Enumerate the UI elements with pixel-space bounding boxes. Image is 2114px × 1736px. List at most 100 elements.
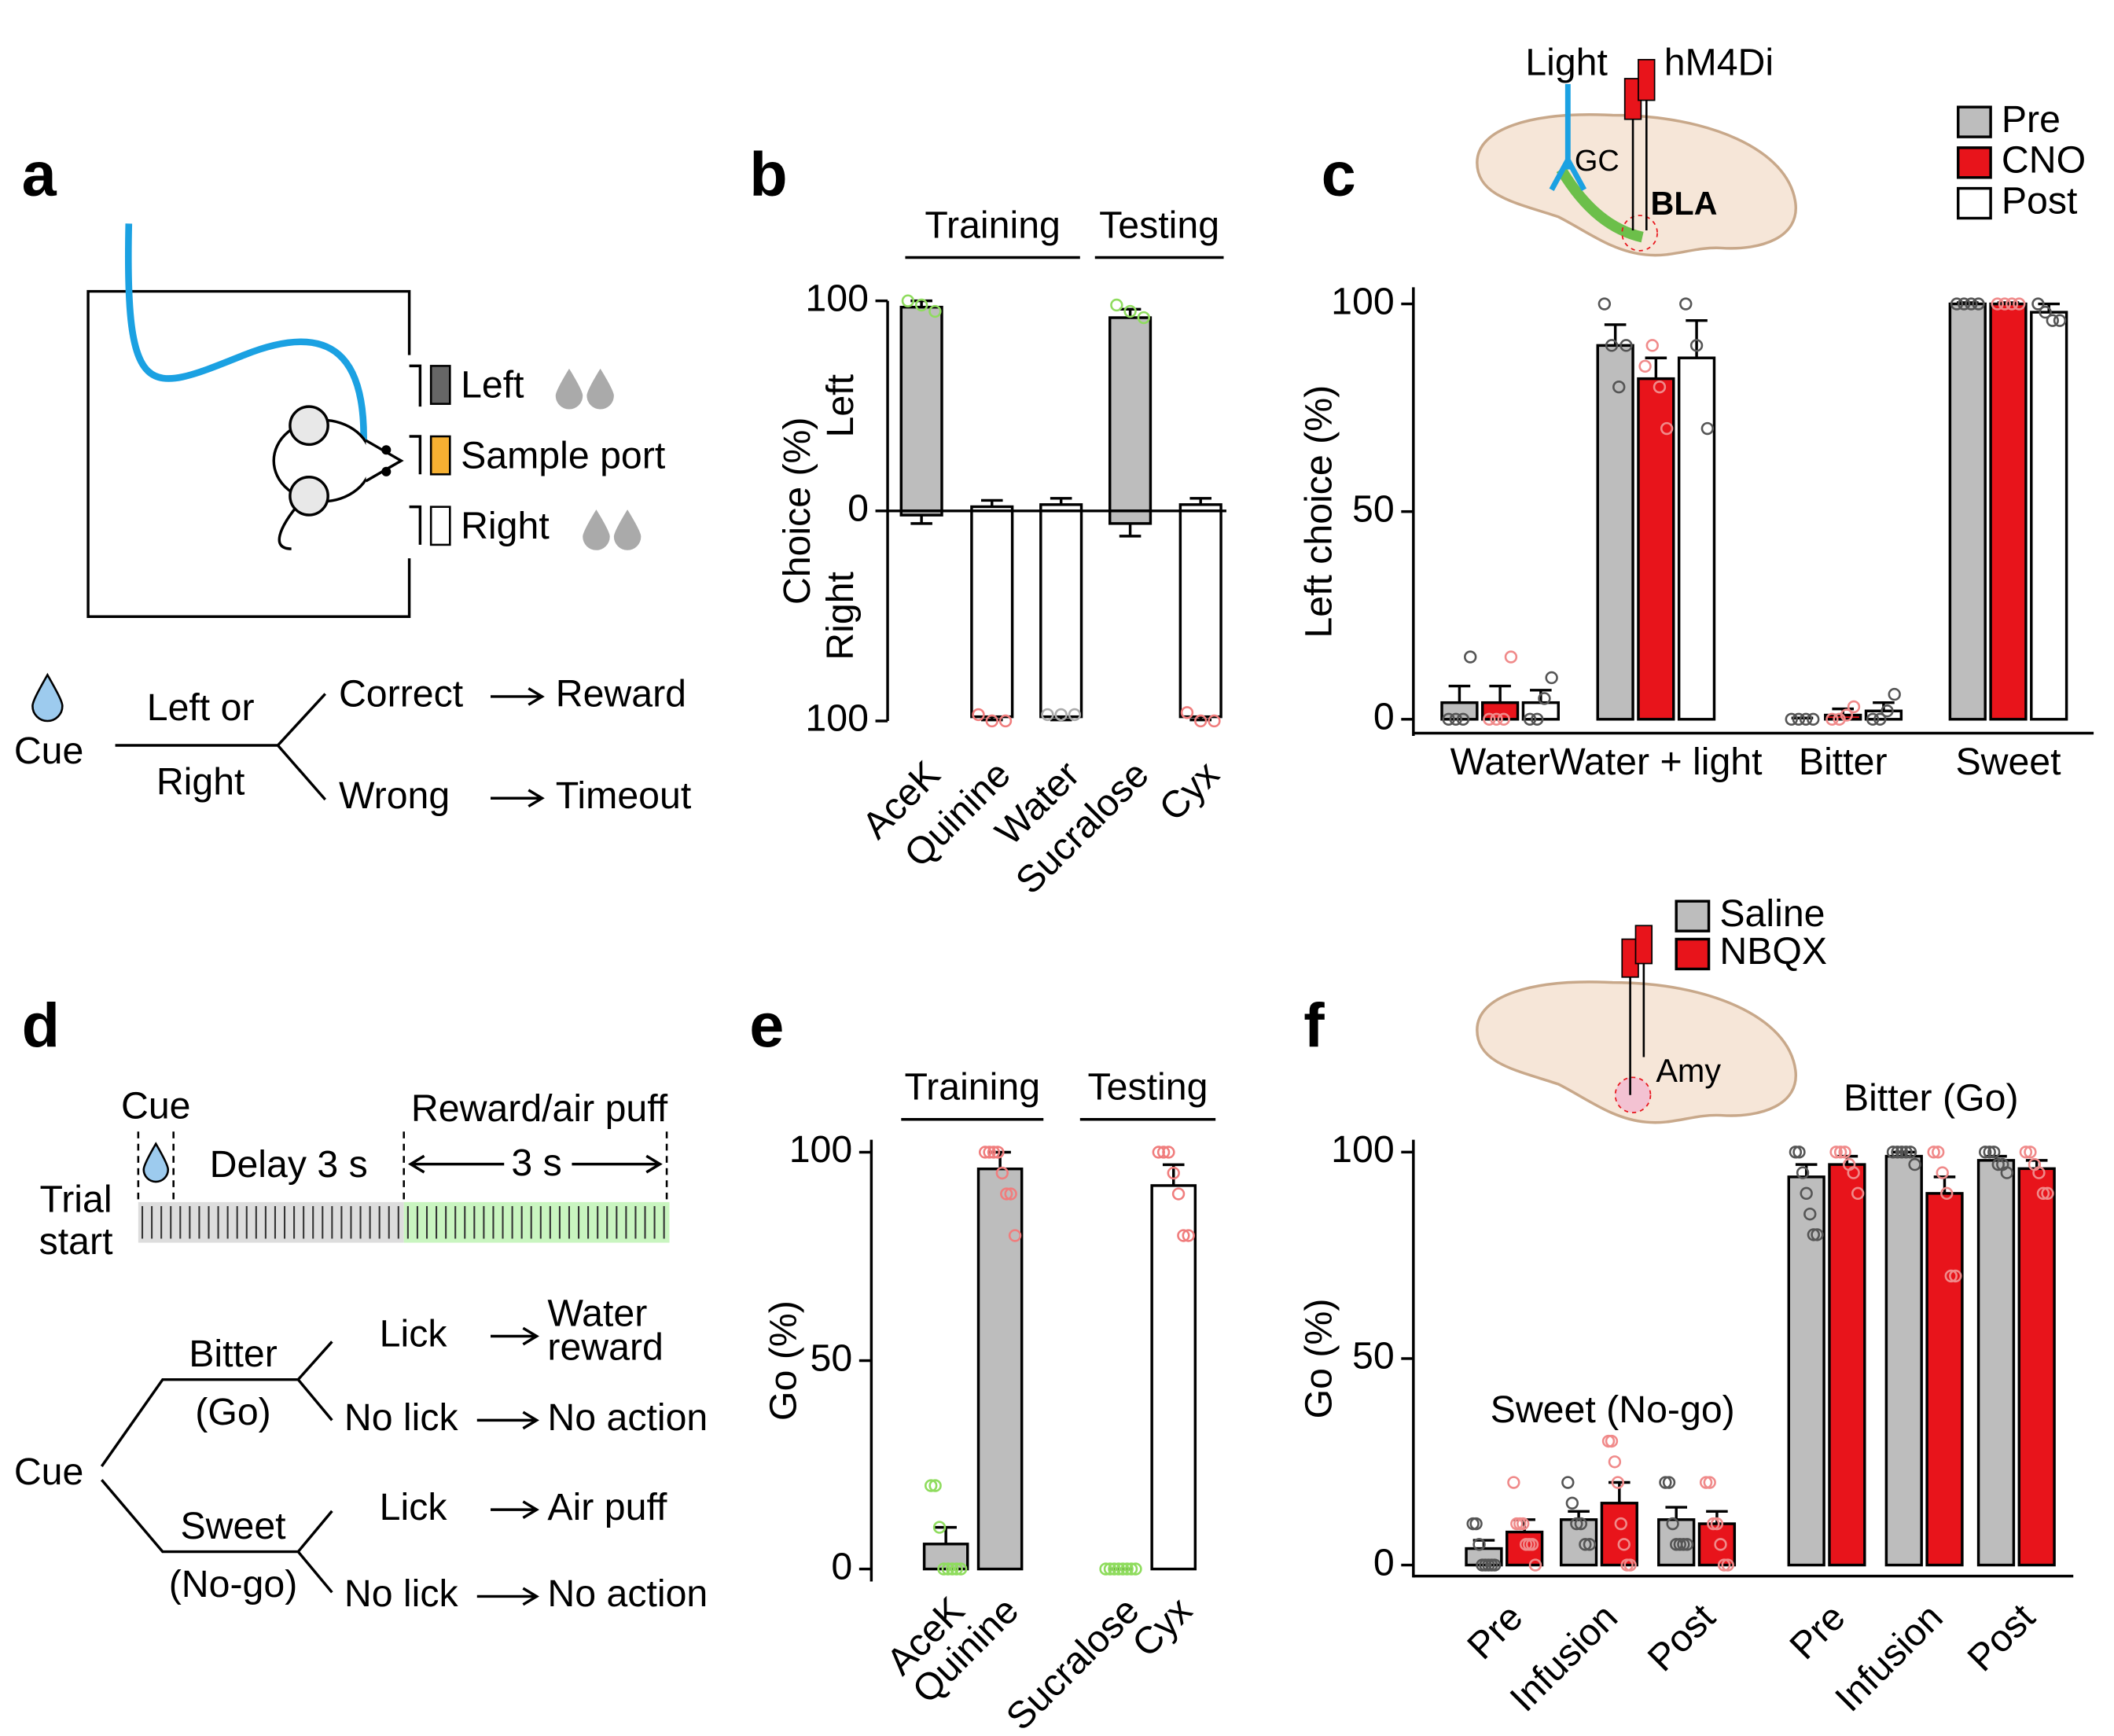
- bar: [1637, 377, 1675, 721]
- port-label: Sample port: [461, 434, 666, 476]
- data-point: [2005, 297, 2019, 311]
- result: Water: [547, 1292, 647, 1334]
- data-point: [1932, 1146, 1945, 1159]
- x-tick-label: Post: [1959, 1595, 2043, 1679]
- chart-f: f 0 50 100 Go (%) Sweet (No-go) Bitter (Go) Pre…: [1297, 892, 2074, 1719]
- bar: [970, 509, 1014, 719]
- legend-swatch: [1675, 899, 1711, 932]
- brain: [1476, 980, 1797, 1124]
- legend-label: CNO: [2002, 139, 2086, 182]
- data-point: [1949, 1269, 1962, 1283]
- data-point: [1840, 708, 1854, 722]
- legend-label: Post: [2002, 179, 2078, 222]
- left-port: [429, 365, 451, 405]
- data-point: [1120, 1562, 1134, 1576]
- panel-label: d: [22, 990, 60, 1060]
- rule: (No-go): [169, 1563, 298, 1605]
- data-point: [2000, 1166, 2013, 1179]
- schematic-label: GC: [1575, 145, 1620, 178]
- data-point: [1620, 339, 1633, 352]
- taste: Sweet: [180, 1505, 286, 1547]
- data-point: [1623, 1558, 1637, 1572]
- bar: [2030, 311, 2068, 721]
- y-tick-label: 0: [847, 487, 869, 530]
- data-point: [1617, 1538, 1631, 1551]
- x-tick-label: Water: [1450, 741, 1550, 783]
- x-tick-label: Pre: [1459, 1596, 1531, 1668]
- cue-drop: [142, 1142, 170, 1183]
- y-axis-label: Go (%): [763, 1300, 805, 1421]
- panel-label: e: [749, 990, 784, 1060]
- error-bar: [1050, 497, 1072, 505]
- data-point: [1123, 304, 1137, 318]
- data-point: [1847, 700, 1861, 714]
- schematic-label: hM4Di: [1664, 41, 1774, 83]
- port-label: Left: [461, 364, 524, 406]
- bar: [899, 305, 943, 513]
- data-point: [1517, 1517, 1530, 1531]
- bar: [1677, 356, 1716, 721]
- data-point: [1008, 1229, 1022, 1242]
- panel-label: a: [22, 138, 57, 208]
- legend-swatch: [1957, 146, 1992, 179]
- data-point: [1182, 1229, 1195, 1242]
- data-point: [1991, 1157, 2005, 1171]
- data-point: [1895, 1146, 1909, 1159]
- data-point: [1983, 1146, 1996, 1159]
- result: reward: [547, 1326, 663, 1369]
- error-bar: [1189, 497, 1211, 505]
- right-port: [429, 506, 451, 546]
- data-point: [1490, 712, 1503, 726]
- y-tick-label: 0: [1373, 1541, 1395, 1583]
- data-point: [1908, 1157, 1921, 1171]
- data-point: [1456, 712, 1470, 726]
- bar: [1440, 701, 1479, 721]
- x-tick-label: Cyx: [1124, 1589, 1200, 1665]
- data-point: [987, 1146, 1001, 1159]
- data-point: [1903, 1146, 1917, 1159]
- data-point: [1099, 1562, 1112, 1576]
- error-bar: [1645, 356, 1667, 379]
- schematic-label: Light: [1525, 41, 1608, 83]
- bar: [1596, 344, 1634, 721]
- result: No action: [547, 1396, 708, 1439]
- schematic-f: [1476, 925, 1797, 1124]
- data-point: [1177, 1229, 1190, 1242]
- y-tick-label: 0: [1373, 696, 1395, 738]
- x-tick-label: Water + light: [1550, 741, 1763, 783]
- data-point: [1873, 712, 1887, 726]
- choice-label: Right: [156, 761, 245, 804]
- syringe: [1634, 925, 1653, 965]
- data-point: [954, 1562, 968, 1576]
- schematic-label: BLA: [1650, 186, 1717, 222]
- bar: [1884, 1154, 1923, 1567]
- bar: [1150, 1184, 1197, 1571]
- data-point: [1811, 1228, 1824, 1241]
- data-point: [1583, 1538, 1597, 1551]
- data-point: [1645, 339, 1659, 352]
- data-point: [1677, 1538, 1690, 1551]
- data-point: [1866, 712, 1880, 726]
- data-point: [937, 1562, 950, 1576]
- data-point: [928, 1479, 942, 1492]
- panel-d: d Cue Delay 3 s Reward/air puff 3 s Tria…: [14, 990, 708, 1615]
- error-bar: [1608, 1480, 1631, 1503]
- data-point: [1156, 1146, 1171, 1159]
- data-point: [1829, 1146, 1843, 1159]
- data-point: [1796, 1166, 1810, 1179]
- group-label: Testing: [1088, 1066, 1208, 1109]
- data-point: [1208, 714, 1221, 728]
- data-point: [941, 1562, 955, 1576]
- data-point: [925, 1479, 938, 1492]
- cue-label: Cue: [14, 730, 84, 772]
- data-point: [1666, 1517, 1679, 1531]
- data-point: [1838, 1146, 1851, 1159]
- data-point: [1112, 1562, 1125, 1576]
- data-point: [1488, 1558, 1502, 1572]
- y-tick-label: 50: [1352, 487, 1395, 530]
- data-point: [1991, 297, 2004, 311]
- y-tick-label: 100: [805, 697, 869, 740]
- data-point: [1979, 1146, 1992, 1159]
- data-point: [1180, 706, 1194, 719]
- data-point: [1847, 1166, 1860, 1179]
